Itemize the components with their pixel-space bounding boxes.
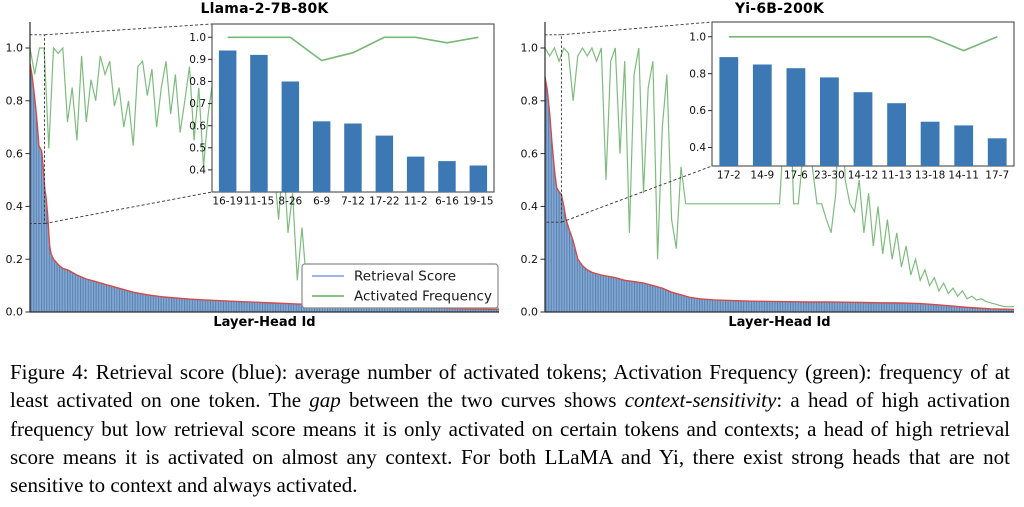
inset-y-tick-label: 1.0 xyxy=(689,31,706,43)
caption-text: between the two curves shows xyxy=(340,388,625,413)
inset-bar xyxy=(752,64,772,166)
inset-bar xyxy=(406,156,425,192)
inset-bar xyxy=(281,81,300,192)
inset-y-tick-label: 0.7 xyxy=(189,98,206,110)
inset-frequency-line xyxy=(227,36,479,62)
retrieval-score-line xyxy=(544,76,1015,311)
caption-text: : a head of high activation frequency bu… xyxy=(10,388,1010,498)
inset-category-label: 11-2 xyxy=(404,196,428,208)
chart-title-yi: Yi-6B-200K xyxy=(734,1,825,17)
inset-bar xyxy=(375,135,394,192)
inset-y-tick-label: 1.0 xyxy=(189,32,206,44)
y-tick-label: 1.0 xyxy=(6,42,24,55)
caption-emphasis: context-sensitivity xyxy=(624,388,777,413)
y-tick-label: 0.2 xyxy=(521,253,539,266)
zoom-connector-top xyxy=(44,23,213,36)
inset-category-label: 17-22 xyxy=(369,196,400,208)
chart-panels: 0.0 0.2 0.4 0.6 0.8 1.0 0.4 0.5 0.6 0.7 0.8 0.9 1.0 1… xyxy=(2,0,1022,352)
inset-y-tick-label: 0.6 xyxy=(189,120,206,132)
y-tick-label: 0.8 xyxy=(6,95,24,108)
inset-category-label: 16-19 xyxy=(212,196,243,208)
inset-bar xyxy=(312,121,331,192)
inset-y-tick-label: 0.4 xyxy=(189,164,206,176)
inset-bar xyxy=(344,123,362,192)
legend-label: Retrieval Score xyxy=(354,269,456,285)
inset-category-label: 14-9 xyxy=(750,170,774,182)
inset-y-tick-label: 0.4 xyxy=(689,142,706,154)
inset-category-label: 17-7 xyxy=(985,170,1009,182)
panel-yi-6b-200k: 0.0 0.2 0.4 0.6 0.8 1.0 0.4 0.6 0.8 1.0 17-2 14-9 17… xyxy=(517,0,1022,352)
inset-category-label: 23-30 xyxy=(814,170,845,182)
inset-y-tick-label: 0.8 xyxy=(689,68,706,80)
y-tick-label: 0.0 xyxy=(521,306,539,319)
inset-bar xyxy=(853,92,873,166)
caption-emphasis: gap xyxy=(309,388,341,413)
yi-chart-canvas: 0.0 0.2 0.4 0.6 0.8 1.0 0.4 0.6 0.8 1.0 17-2 14-9 17… xyxy=(521,21,1015,319)
y-tick-label: 0.2 xyxy=(6,253,24,266)
legend-box xyxy=(301,263,499,309)
inset-category-label: 19-15 xyxy=(463,196,494,208)
inset-category-label: 13-18 xyxy=(915,170,946,182)
retrieval-score-area xyxy=(545,77,1014,312)
inset-bar xyxy=(719,57,739,166)
inset-bar xyxy=(920,121,940,166)
zoom-connector-top xyxy=(561,21,713,36)
legend-label: Activated Frequency xyxy=(354,289,492,305)
inset-bar xyxy=(887,103,906,166)
inset-category-label: 6-9 xyxy=(313,196,330,208)
inset-category-label: 17-2 xyxy=(717,170,741,182)
inset-y-tick-label: 0.6 xyxy=(689,105,706,117)
zoom-connector-bottom xyxy=(561,165,713,223)
inset-category-label: 8-26 xyxy=(278,196,302,208)
inset-bar xyxy=(786,68,806,166)
inset-frequency-line xyxy=(728,35,998,52)
inset-bar xyxy=(954,125,974,166)
zoom-connector-bottom xyxy=(44,191,213,225)
inset-y-tick-label: 0.8 xyxy=(189,76,206,88)
y-tick-label: 0.4 xyxy=(521,200,539,213)
inset-category-label: 11-13 xyxy=(881,170,912,182)
inset-chart: 0.40.60.81.017-2 14-9 17-6 23-30 14-12 11-13 1… xyxy=(689,21,1015,182)
legend: Retrieval Score Activated Frequency xyxy=(301,263,499,309)
inset-category-label: 6-16 xyxy=(435,196,459,208)
llama-chart-canvas: 0.0 0.2 0.4 0.6 0.8 1.0 0.4 0.5 0.6 0.7 0.8 0.9 1.0 1… xyxy=(6,22,500,319)
inset-category-label: 11-15 xyxy=(244,196,275,208)
y-tick-label: 0.0 xyxy=(6,306,24,319)
y-tick-label: 1.0 xyxy=(521,42,539,55)
inset-bar xyxy=(469,165,488,192)
y-tick-label: 0.4 xyxy=(6,200,24,213)
inset-bar xyxy=(218,50,237,192)
inset-bar xyxy=(820,77,839,166)
caption-text: Figure 4: Retrieval score (blue): averag… xyxy=(10,360,1010,413)
inset-bar xyxy=(987,138,1007,166)
inset-category-label: 14-11 xyxy=(948,170,979,182)
inset-category-label: 17-6 xyxy=(784,170,808,182)
inset-y-tick-label: 0.5 xyxy=(189,142,206,154)
inset-chart: 0.4 0.5 0.6 0.7 0.8 0.9 1.0 16-19 11-15 8-26 6-9 7-… xyxy=(189,23,495,208)
y-tick-label: 0.6 xyxy=(521,147,539,160)
inset-y-tick-label: 0.9 xyxy=(189,54,206,66)
y-tick-label: 0.6 xyxy=(6,147,24,160)
chart-title-llama: Llama-2-7B-80K xyxy=(200,1,329,17)
figure-caption: Figure 4: Retrieval score (blue): averag… xyxy=(10,358,1010,500)
inset-bar xyxy=(438,161,456,192)
activated-frequency-line xyxy=(544,46,1014,308)
inset-category-label: 7-12 xyxy=(341,196,365,208)
x-axis-label-yi: Layer-Head Id xyxy=(728,315,831,330)
retrieval-score-area xyxy=(30,63,499,312)
zoom-box xyxy=(544,34,562,223)
panel-llama-2-7b-80k: 0.0 0.2 0.4 0.6 0.8 1.0 0.4 0.5 0.6 0.7 0.8 0.9 1.0 1… xyxy=(2,0,507,352)
inset-bar xyxy=(250,54,268,193)
x-axis-label-llama: Layer-Head Id xyxy=(213,315,316,330)
inset-category-label: 14-12 xyxy=(848,170,879,182)
y-tick-label: 0.8 xyxy=(521,95,539,108)
